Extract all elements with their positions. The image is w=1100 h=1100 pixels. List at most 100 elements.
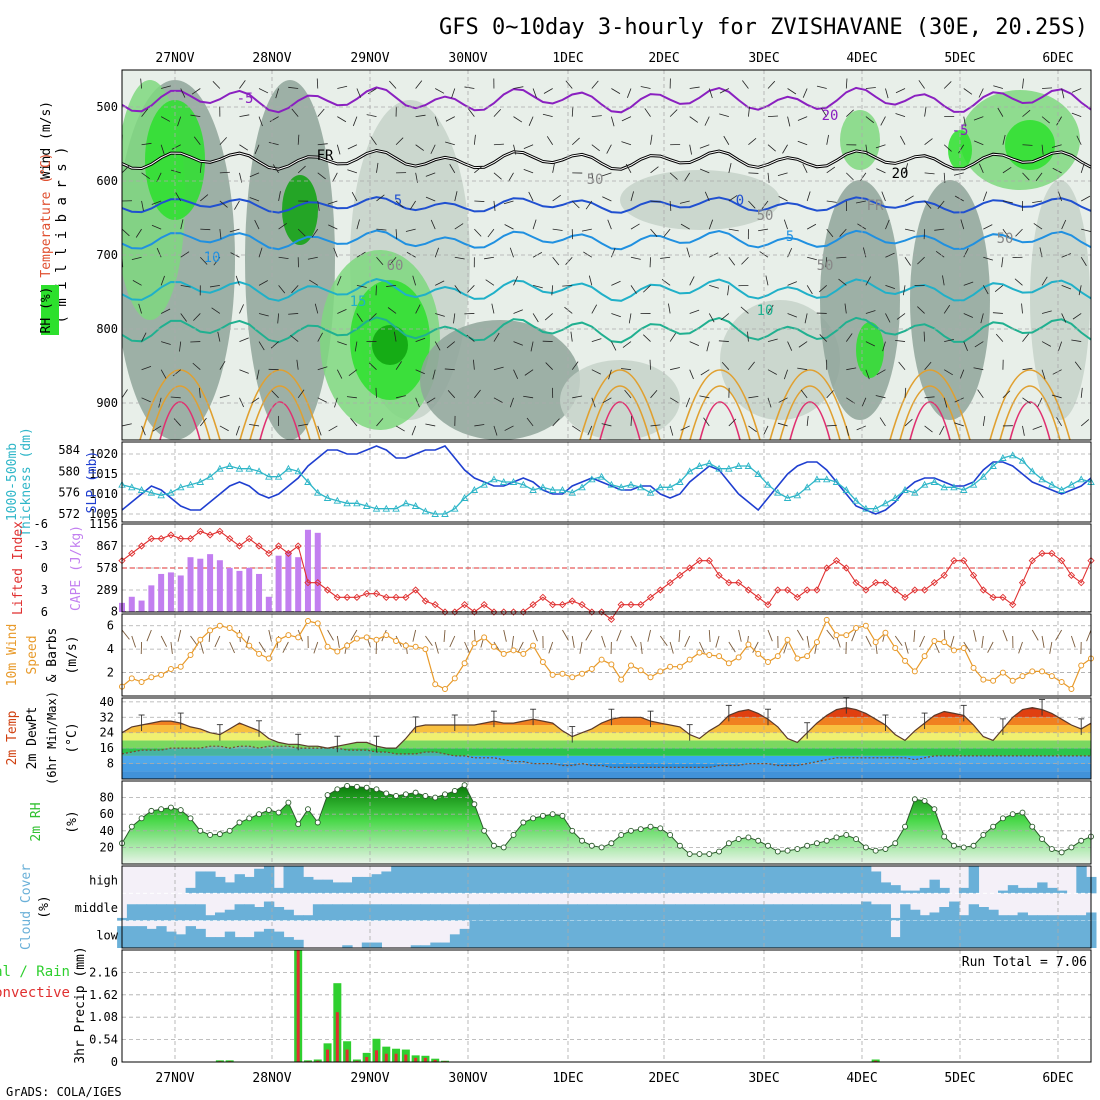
wind10-barbs-label: & Barbs — [45, 628, 60, 683]
warm-contour-arch — [909, 401, 951, 440]
rh2m-point — [1048, 846, 1055, 853]
cape-bar — [246, 567, 253, 612]
rh2m-point — [725, 840, 732, 847]
wind-barb — [317, 108, 325, 117]
wind-barb — [368, 362, 377, 370]
wind-barb — [846, 172, 854, 181]
wind-barb — [839, 228, 847, 237]
cloud-high-cell — [547, 866, 559, 894]
wind-barb — [1052, 167, 1062, 174]
cloud-middle-cell — [322, 904, 334, 921]
temp-color-band — [122, 725, 1091, 733]
wind-barb — [1041, 144, 1044, 155]
wind-barb — [170, 396, 181, 399]
lifted-index-point — [157, 535, 165, 543]
wind-barb — [611, 116, 615, 127]
cloud-low-cell — [518, 920, 529, 948]
cloud-middle-cell — [557, 904, 568, 921]
lifted-index-point — [803, 586, 811, 594]
lifted-index-point — [979, 586, 987, 594]
lifted-index-point — [754, 593, 762, 601]
thickness-point — [372, 504, 381, 512]
date-label-bottom: 29NOV — [350, 1071, 389, 1086]
rh2m-point — [138, 815, 145, 822]
contour-label: FR — [317, 148, 334, 164]
cloud-low-cell — [371, 942, 382, 948]
wind-barb — [493, 397, 503, 403]
contour-label: -5 — [237, 91, 254, 107]
wind-barb — [963, 313, 974, 318]
cape-bar — [285, 551, 292, 612]
wind-barb — [943, 369, 953, 376]
lifted-index-point — [1038, 549, 1046, 557]
thickness-point — [147, 488, 156, 496]
cloud-low-cell — [998, 920, 1009, 948]
contour-label: 0 — [736, 193, 744, 209]
wind-speed-point — [911, 668, 918, 675]
lifted-index-point — [578, 601, 586, 609]
convective-bar — [394, 1053, 398, 1062]
cloud-high-cell — [459, 866, 471, 894]
wind-barb — [942, 275, 945, 286]
wind-speed-point — [256, 650, 263, 657]
convective-bar — [355, 1060, 359, 1062]
thickness-point — [930, 478, 939, 485]
cloud-low-cell — [146, 928, 157, 948]
cloud-middle-cell — [263, 901, 275, 921]
thickness-point — [1018, 456, 1027, 464]
thickness-point — [685, 467, 694, 475]
wind-barb — [524, 369, 534, 376]
lifted-index-point — [617, 601, 625, 609]
wind-barb — [219, 425, 229, 432]
temp-units-label: (°C) — [65, 722, 80, 753]
cloud-low-cell — [753, 920, 764, 948]
thickness-point — [1048, 480, 1056, 488]
wind-barb — [135, 228, 142, 238]
wind-speed-point — [138, 678, 145, 685]
rh2m-point — [324, 792, 331, 799]
wind-speed-point — [148, 674, 155, 681]
cloud-high-cell — [557, 866, 568, 894]
convective-bar — [296, 950, 300, 1062]
cloud-high-cell — [273, 887, 285, 894]
cloud-middle-cell — [303, 915, 314, 921]
wind-barb-10m — [678, 629, 681, 642]
wind-barb — [748, 361, 755, 370]
cloud-middle-cell — [968, 904, 980, 921]
wind-barb — [895, 88, 906, 94]
wind-barb — [297, 228, 306, 237]
temperature-contour-20 — [122, 316, 1091, 344]
cloud-middle-cell — [890, 917, 901, 921]
wind-speed-point — [1048, 673, 1055, 680]
cloud-high-cell — [939, 887, 950, 894]
wind-barb — [198, 387, 201, 398]
contour-label: 50 — [757, 208, 774, 224]
wind-barb — [720, 313, 730, 321]
wind-barb — [493, 366, 504, 371]
cloud-middle-cell — [831, 904, 843, 921]
lifted-index-point — [558, 601, 567, 609]
cloud-low-cell — [929, 920, 940, 948]
wind-speed-point — [559, 670, 566, 677]
lifted-index-point — [1058, 557, 1066, 565]
cloud-high-cell — [870, 871, 882, 894]
rh2m-point — [402, 791, 409, 798]
rh2m-point — [843, 832, 850, 838]
thickness-point — [294, 467, 302, 475]
lifted-index-point — [265, 549, 273, 557]
wind-speed-point — [128, 675, 135, 682]
wind-barb — [122, 228, 130, 237]
thickness-point — [265, 472, 273, 480]
cloud-high-cell — [332, 882, 343, 894]
temp-frame — [121, 697, 1092, 780]
wind-barb-10m — [601, 635, 606, 648]
thickness-point — [597, 472, 606, 480]
cloud-cover-axis-label: Cloud Cover — [19, 864, 34, 950]
rh2m-point — [833, 834, 840, 841]
lifted-index-point — [529, 601, 537, 609]
rh2m-point — [902, 823, 908, 830]
wind-barb — [337, 341, 347, 346]
wind-barb — [1022, 109, 1031, 117]
cloud-low-cell — [851, 920, 862, 948]
